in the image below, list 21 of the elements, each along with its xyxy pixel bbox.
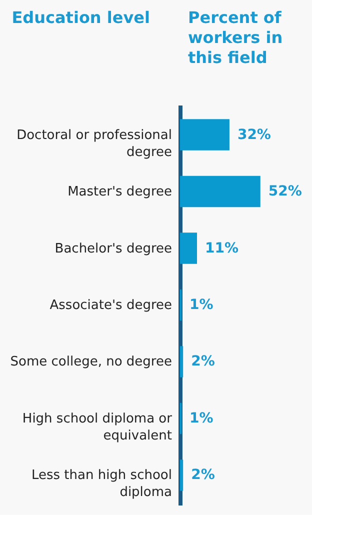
data-label: 52% xyxy=(268,184,302,200)
bar xyxy=(180,346,184,378)
y-tick-label: Doctoral or professional degree xyxy=(16,128,172,160)
data-label: 32% xyxy=(237,126,271,143)
y-tick-label: Associate's degree xyxy=(50,298,172,313)
y-tick-label: Bachelor's degree xyxy=(54,241,172,256)
bar xyxy=(180,460,184,491)
data-label: 1% xyxy=(190,410,214,426)
y-axis-title: Education level xyxy=(12,8,150,27)
data-label: 2% xyxy=(191,467,215,484)
x-axis-title: Percent of workers in this field xyxy=(188,8,283,67)
y-tick-label: High school diploma or equivalent xyxy=(22,411,173,444)
bar xyxy=(180,232,197,264)
data-label: 11% xyxy=(205,240,239,256)
y-tick-label: Master's degree xyxy=(68,184,172,200)
bar xyxy=(180,176,260,208)
y-tick-label: Some college, no degree xyxy=(10,354,172,370)
data-label: 2% xyxy=(191,354,215,370)
data-label: 1% xyxy=(190,297,214,313)
bar xyxy=(180,119,230,150)
y-tick-label: Less than high school diploma xyxy=(31,468,172,500)
